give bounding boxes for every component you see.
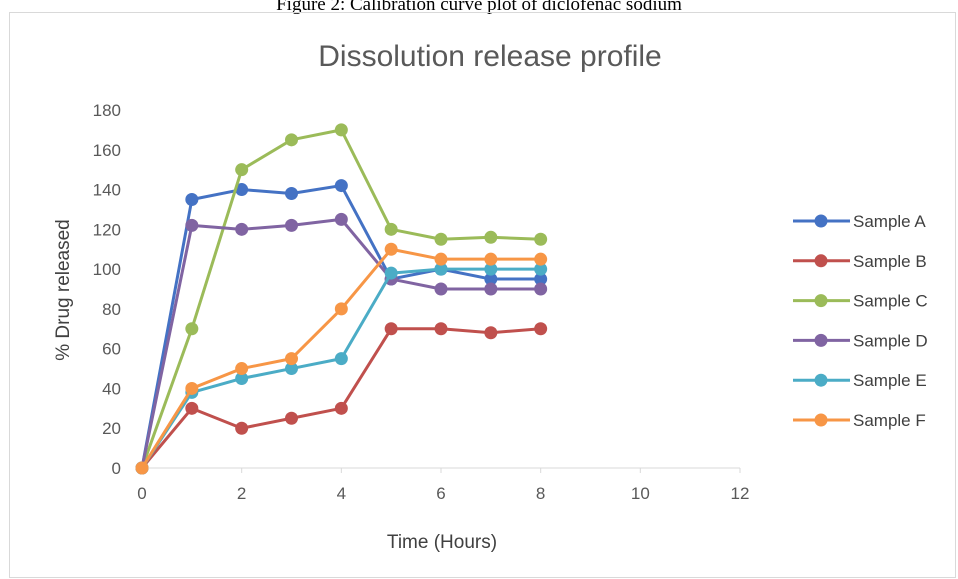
- data-point-sample-e: [534, 262, 548, 276]
- data-point-sample-f: [285, 352, 298, 366]
- data-point-sample-e: [384, 266, 398, 280]
- x-tick-label: 12: [731, 484, 750, 503]
- figure-caption: Figure 2: Calibration curve plot of dicl…: [276, 0, 682, 14]
- series-sample-e: [135, 262, 548, 475]
- legend-label: Sample B: [853, 252, 927, 271]
- series-sample-d: [135, 212, 548, 475]
- data-point-sample-b: [334, 401, 348, 415]
- data-point-sample-a: [334, 179, 348, 193]
- data-point-sample-a: [285, 187, 298, 201]
- x-axis-title: Time (Hours): [387, 532, 497, 553]
- data-point-sample-d: [235, 222, 249, 236]
- data-point-sample-e: [285, 362, 298, 376]
- data-point-sample-f: [434, 252, 448, 266]
- chart-frame: [9, 12, 956, 578]
- series-line-sample-b: [140, 327, 541, 469]
- legend-item-sample-d: Sample D: [793, 331, 928, 350]
- x-tick-label: 10: [631, 484, 650, 503]
- data-point-sample-c: [434, 232, 448, 246]
- y-tick-label: 180: [93, 101, 121, 120]
- data-point-sample-a: [235, 183, 249, 197]
- legend-marker: [814, 214, 828, 228]
- chart-title: Dissolution release profile: [318, 40, 662, 73]
- x-tick-label: 4: [337, 484, 346, 503]
- y-axis-title: % Drug released: [53, 219, 74, 361]
- data-point-sample-c: [384, 222, 398, 236]
- data-point-sample-b: [285, 411, 298, 425]
- legend-item-sample-c: Sample C: [793, 292, 928, 311]
- y-tick-label: 80: [102, 300, 121, 319]
- x-tick-label: 0: [137, 484, 146, 503]
- data-point-sample-d: [185, 218, 199, 232]
- legend-marker: [814, 413, 828, 427]
- x-tick-label: 8: [536, 484, 545, 503]
- y-tick-label: 40: [102, 379, 121, 398]
- data-point-sample-d: [534, 282, 548, 296]
- data-point-sample-e: [484, 262, 498, 276]
- data-point-sample-f: [484, 252, 498, 266]
- data-point-sample-e: [434, 262, 448, 276]
- data-point-sample-c: [534, 232, 548, 246]
- data-point-sample-e: [235, 372, 249, 385]
- data-point-sample-f: [384, 242, 398, 256]
- series-line-sample-a: [140, 184, 541, 469]
- data-point-sample-a: [484, 272, 498, 286]
- y-tick-label: 120: [93, 220, 121, 239]
- data-point-sample-b: [185, 401, 199, 415]
- data-point-sample-f: [185, 381, 199, 395]
- data-point-sample-f: [135, 461, 149, 475]
- series-sample-b: [135, 322, 548, 475]
- data-point-sample-a: [185, 193, 199, 206]
- data-point-sample-a: [534, 272, 548, 286]
- data-point-sample-d: [334, 212, 348, 226]
- legend-label: Sample D: [853, 331, 928, 350]
- data-point-sample-b: [484, 326, 498, 340]
- legend-item-sample-f: Sample F: [793, 411, 926, 430]
- y-tick-label: 20: [102, 419, 121, 438]
- x-tick-label: 6: [436, 484, 445, 503]
- series-sample-f: [135, 242, 548, 475]
- legend-marker: [814, 254, 828, 268]
- legend-marker: [814, 333, 828, 347]
- series-line-sample-d: [140, 217, 541, 469]
- y-tick-label: 0: [112, 459, 121, 478]
- data-point-sample-f: [334, 302, 348, 316]
- y-tick-label: 140: [93, 181, 121, 200]
- legend-label: Sample C: [853, 292, 928, 311]
- legend-item-sample-a: Sample A: [793, 212, 926, 231]
- legend-item-sample-e: Sample E: [793, 371, 927, 390]
- legend-marker: [814, 373, 828, 387]
- data-point-sample-e: [334, 352, 348, 366]
- legend-marker: [814, 294, 828, 308]
- legend-label: Sample A: [853, 212, 926, 231]
- data-point-sample-c: [285, 133, 298, 147]
- data-point-sample-c: [235, 163, 249, 177]
- data-point-sample-b: [235, 421, 249, 435]
- y-tick-label: 160: [93, 141, 121, 160]
- legend-item-sample-b: Sample B: [793, 252, 927, 271]
- y-tick-label: 100: [93, 260, 121, 279]
- data-point-sample-d: [484, 282, 498, 296]
- data-point-sample-c: [185, 322, 199, 336]
- data-point-sample-d: [434, 282, 448, 296]
- y-tick-label: 60: [102, 340, 121, 359]
- data-point-sample-b: [384, 322, 398, 336]
- series-sample-c: [135, 123, 548, 475]
- data-point-sample-f: [235, 362, 249, 376]
- data-point-sample-b: [534, 322, 548, 336]
- legend-label: Sample E: [853, 371, 927, 390]
- data-point-sample-f: [534, 252, 548, 266]
- x-tick-label: 2: [237, 484, 246, 503]
- legend-label: Sample F: [853, 411, 926, 430]
- data-point-sample-d: [285, 218, 298, 232]
- data-point-sample-b: [434, 322, 448, 336]
- data-point-sample-c: [334, 123, 348, 137]
- data-point-sample-c: [484, 230, 498, 244]
